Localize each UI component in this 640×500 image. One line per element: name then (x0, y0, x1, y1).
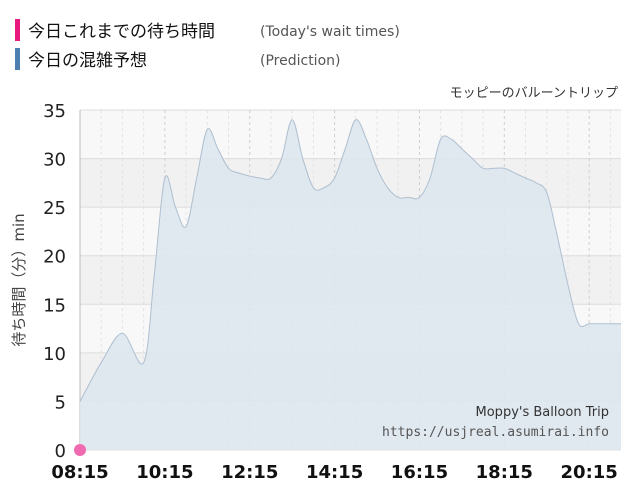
legend-swatch-actual (15, 19, 20, 41)
x-tick-label: 16:15 (391, 462, 448, 483)
x-axis-ticks: 08:15 10:15 12:15 14:15 16:15 18:15 20:15 (51, 462, 617, 483)
x-tick-label: 20:15 (561, 462, 618, 483)
y-tick-label: 5 (55, 392, 66, 413)
actual-point (74, 444, 86, 456)
y-tick-label: 10 (43, 344, 66, 365)
y-tick-label: 15 (43, 295, 66, 316)
attraction-name-en: Moppy's Balloon Trip (476, 405, 609, 420)
legend-label-prediction: 今日の混雑予想 (28, 51, 147, 71)
prediction-area (80, 119, 621, 450)
x-tick-label: 10:15 (136, 462, 193, 483)
y-axis-ticks: 0 5 10 15 20 25 30 35 (43, 101, 66, 462)
legend-label-actual: 今日これまでの待ち時間 (28, 22, 215, 42)
y-tick-label: 20 (43, 247, 66, 268)
legend-swatch-prediction (15, 48, 20, 70)
attraction-name-jp: モッピーのバルーントリップ (450, 86, 618, 101)
x-tick-label: 08:15 (51, 462, 108, 483)
y-tick-label: 35 (43, 101, 66, 122)
prediction-area-layer (79, 119, 621, 450)
y-tick-label: 25 (43, 198, 66, 219)
y-tick-label: 30 (43, 150, 66, 171)
actual-points-layer (74, 444, 86, 456)
attribution-url: https://usjreal.asumirai.info (382, 425, 609, 440)
prediction-line (79, 119, 621, 402)
x-tick-label: 18:15 (476, 462, 533, 483)
x-tick-label: 14:15 (306, 462, 363, 483)
x-tick-label: 12:15 (221, 462, 278, 483)
y-axis-label: 待ち時間（分）min (10, 213, 28, 346)
legend-sub-prediction: (Prediction) (260, 53, 340, 69)
legend-sub-actual: (Today's wait times) (260, 24, 400, 40)
y-tick-label: 0 (55, 441, 66, 462)
